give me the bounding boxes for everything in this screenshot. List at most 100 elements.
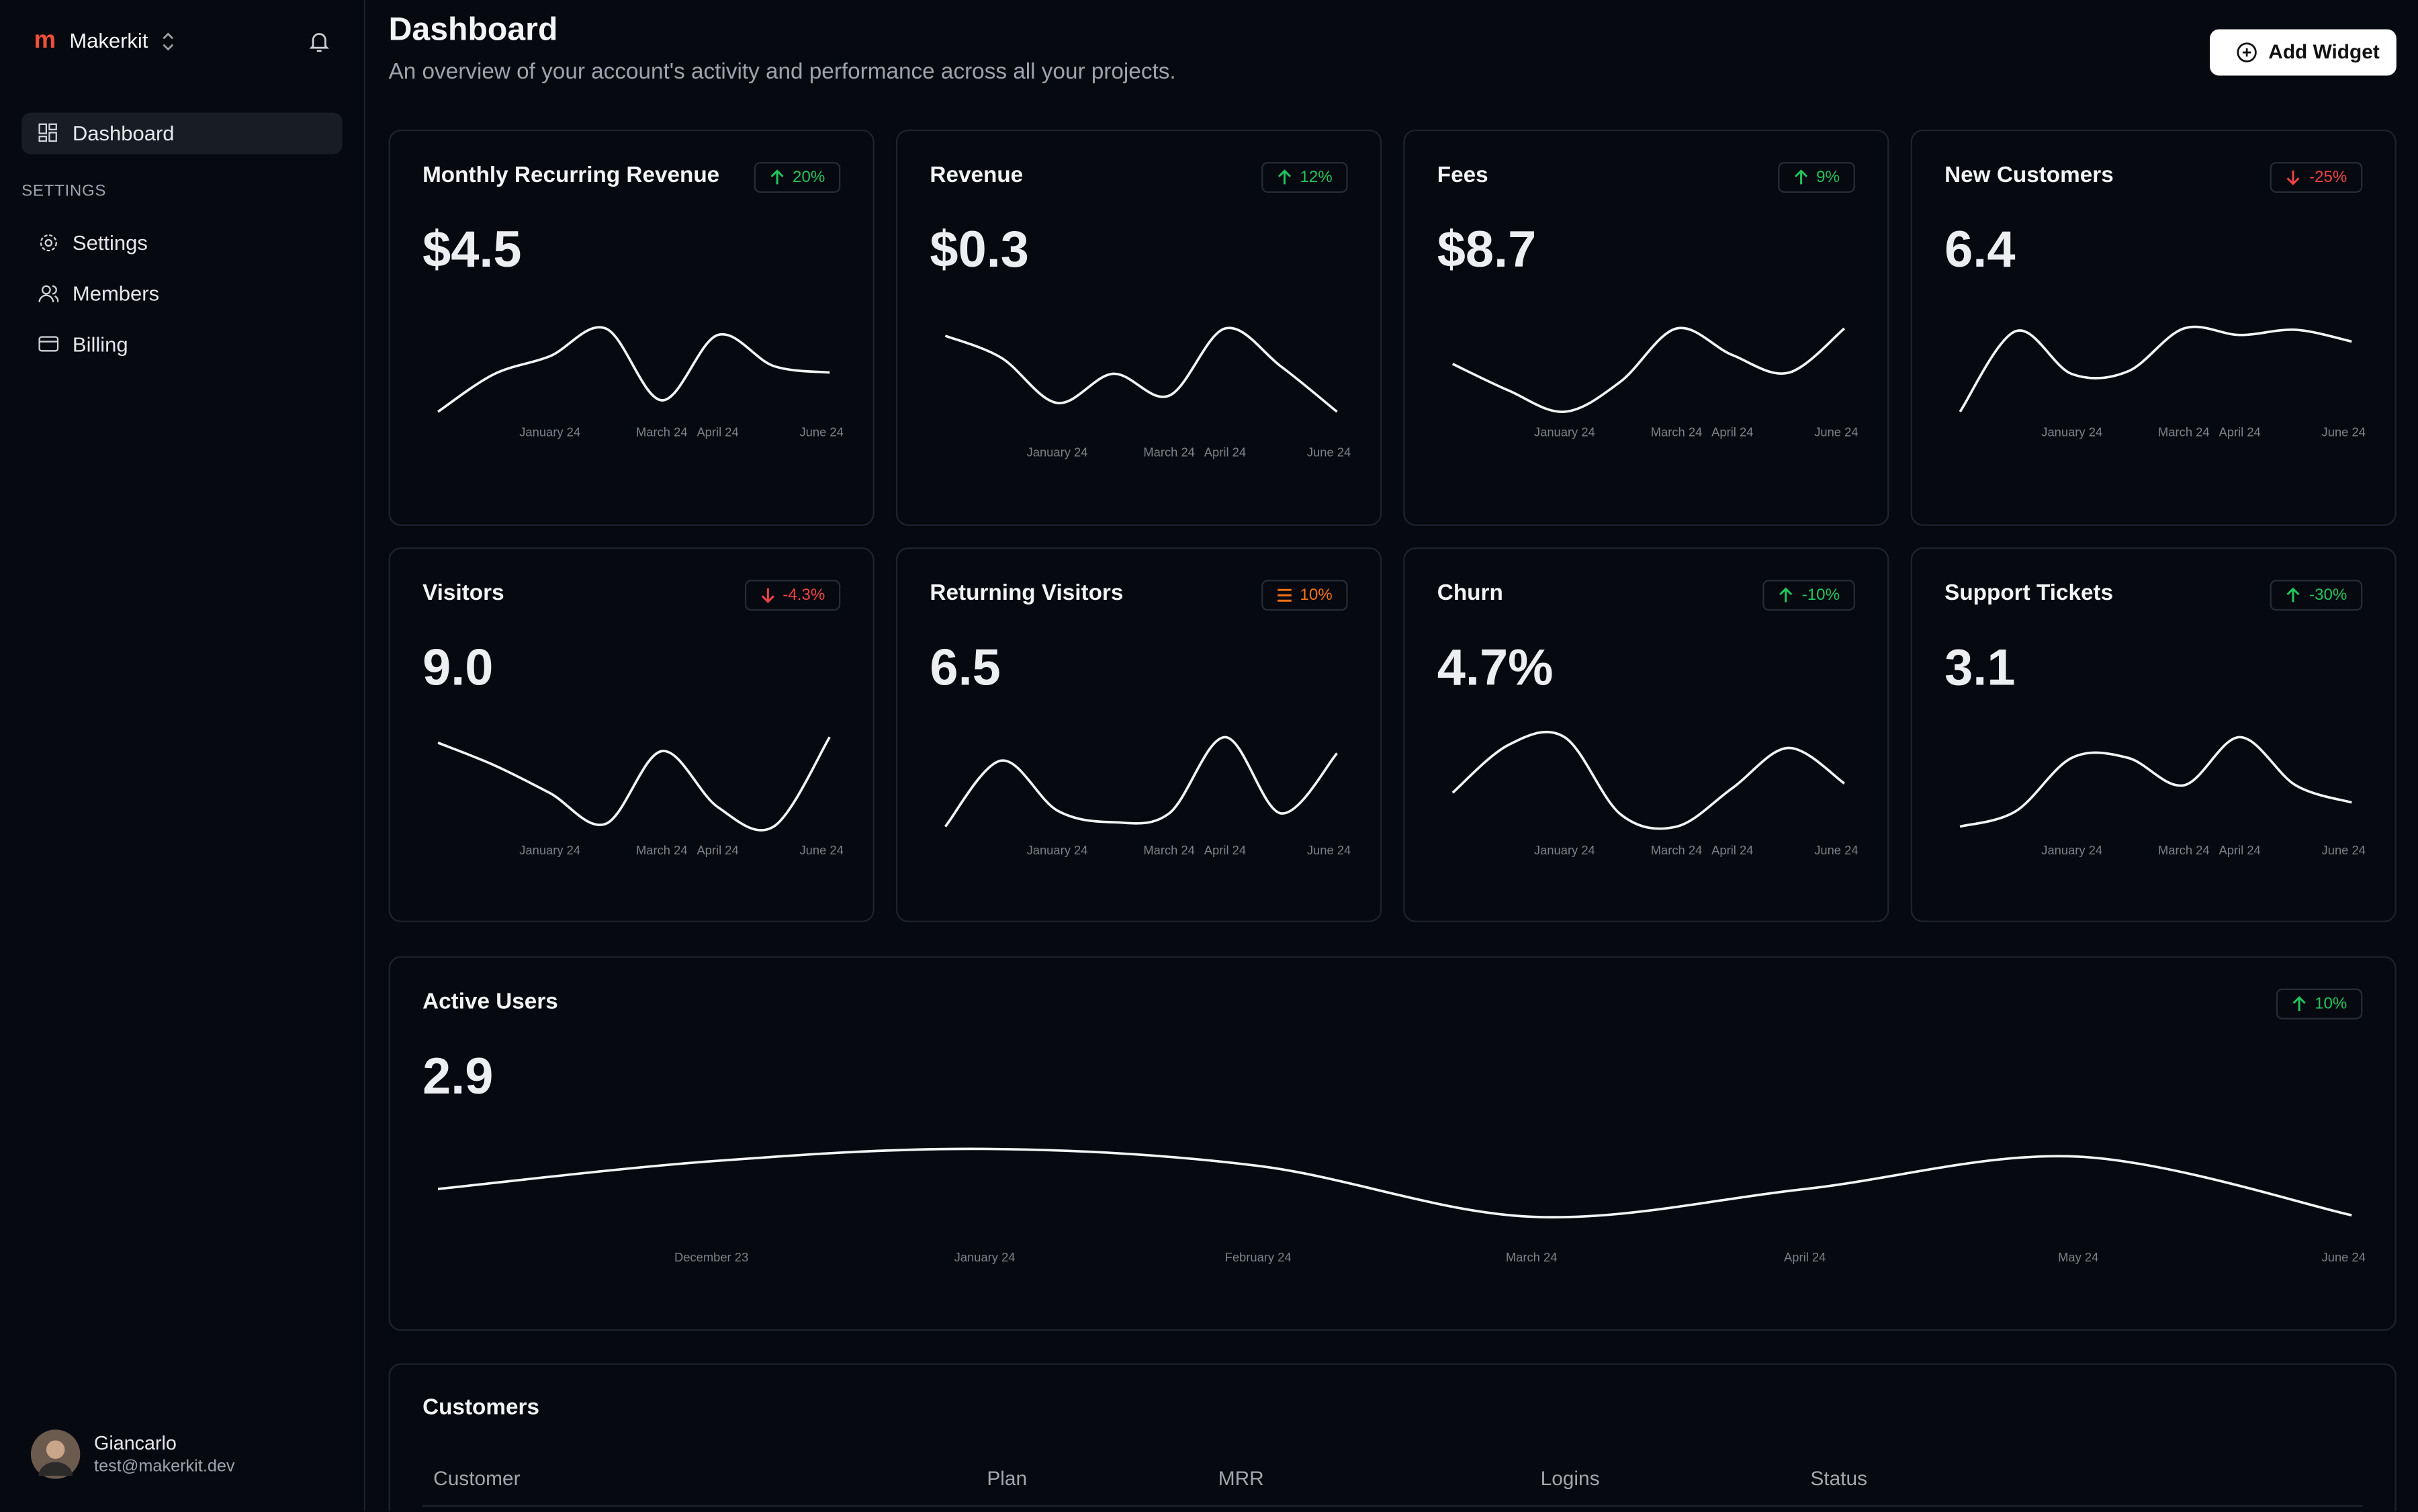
card-title: Returning Visitors xyxy=(930,581,1124,607)
column-header: Customer xyxy=(433,1466,521,1490)
x-tick-label: January 24 xyxy=(519,425,580,439)
line xyxy=(1451,326,1846,413)
sparkline: January 24 March 24 April 24 June 24 xyxy=(944,736,1351,857)
nav-label: Settings xyxy=(72,231,148,255)
line xyxy=(1959,736,2352,828)
widget-card: New Customers 6.4 -25% January 24 March 24 Ap… xyxy=(1910,129,2397,526)
trend-icon xyxy=(770,169,784,185)
column-header: Logins xyxy=(1540,1466,1600,1490)
x-tick-label: April 24 xyxy=(697,843,738,857)
trend-icon xyxy=(2287,587,2300,603)
card-value: $0.3 xyxy=(930,220,1029,278)
trend-arrow xyxy=(760,588,774,603)
x-tick-label: March 24 xyxy=(2158,425,2210,439)
x-tick-label: May 24 xyxy=(2058,1250,2098,1264)
x-tick-label: June 24 xyxy=(2322,843,2366,857)
widget-card: Active Users 2.9 10% December 23 January 24 F… xyxy=(388,956,2397,1331)
card-title: Visitors xyxy=(422,581,504,607)
widget-card: Churn 4.7% -10% January 24 March 24 April 24 J… xyxy=(1403,547,1889,922)
trend-icon xyxy=(1278,588,1292,602)
x-tick-label: June 24 xyxy=(1307,843,1351,857)
x-tick-label: April 24 xyxy=(1784,1250,1826,1264)
sparkline: December 23 January 24 February 24 March 24… xyxy=(437,1147,2366,1264)
trend-icon xyxy=(1794,169,1807,185)
line xyxy=(944,326,1338,413)
widget-card: Monthly Recurring Revenue $4.5 20% January … xyxy=(388,129,875,526)
nav-settings[interactable]: Settings xyxy=(21,222,343,264)
sparkline: January 24 March 24 April 24 June 24 xyxy=(437,736,844,857)
trend-arrow xyxy=(1278,169,1291,185)
trend-icon xyxy=(2292,995,2306,1011)
trend-badge: -30% xyxy=(2270,580,2363,611)
card-title: Revenue xyxy=(930,163,1024,189)
card-value: 9.0 xyxy=(422,638,494,696)
line xyxy=(437,1147,2352,1218)
user-name: Giancarlo xyxy=(94,1432,177,1455)
notifications[interactable] xyxy=(308,30,330,54)
card-title: Fees xyxy=(1437,163,1488,189)
trend-icon xyxy=(1780,587,1793,603)
x-tick-label: February 24 xyxy=(1225,1250,1292,1264)
x-tick-label: April 24 xyxy=(2219,425,2261,439)
brand[interactable]: Makerkit xyxy=(69,29,148,53)
card-value: $8.7 xyxy=(1437,220,1537,278)
x-tick-label: March 24 xyxy=(1651,425,1703,439)
avatar[interactable] xyxy=(30,1429,81,1479)
x-tick-label: April 24 xyxy=(2219,843,2261,857)
trend-badge: 12% xyxy=(1261,162,1348,193)
line xyxy=(1959,325,2352,413)
x-tick-label: June 24 xyxy=(800,425,844,439)
widget-card: Fees $8.7 9% January 24 March 24 April 24 June… xyxy=(1403,129,1889,526)
line xyxy=(1451,730,1845,830)
table-divider xyxy=(422,1505,2363,1507)
trend-badge: -25% xyxy=(2270,162,2363,193)
sidebar: m Makerkit Dashboard SETTINGS Settings M… xyxy=(0,0,366,1511)
trend-icon xyxy=(2287,170,2300,185)
x-tick-label: June 24 xyxy=(1814,843,1858,857)
trend-arrow xyxy=(2292,995,2306,1011)
x-tick-label: January 24 xyxy=(2041,425,2102,439)
card-title: Customers xyxy=(422,1395,539,1421)
card-title: Monthly Recurring Revenue xyxy=(422,163,720,189)
sparkline: January 24 March 24 April 24 June 24 xyxy=(944,326,1351,459)
trend-badge: 10% xyxy=(2276,988,2363,1020)
customers-card: Customers Customer Plan MRR Logins Statu… xyxy=(388,1363,2397,1511)
x-tick-label: March 24 xyxy=(1651,843,1703,857)
card-title: New Customers xyxy=(1944,163,2114,189)
x-tick-label: June 24 xyxy=(2322,425,2366,439)
trend-arrow xyxy=(770,169,784,185)
x-tick-label: January 24 xyxy=(1027,843,1088,857)
user-email: test@makerkit.dev xyxy=(94,1457,235,1476)
trend-arrow xyxy=(2287,587,2300,603)
nav-members[interactable]: Members xyxy=(21,273,343,314)
trend-arrow xyxy=(2287,170,2300,185)
x-tick-label: January 24 xyxy=(1534,843,1595,857)
card-title: Support Tickets xyxy=(1944,581,2114,607)
trend-badge: 20% xyxy=(754,162,841,193)
x-tick-label: June 24 xyxy=(1814,425,1858,439)
nav-billing[interactable]: Billing xyxy=(21,324,343,365)
line xyxy=(437,736,831,832)
card-value: 4.7% xyxy=(1437,638,1554,696)
card-title: Active Users xyxy=(422,989,558,1015)
sparkline: January 24 March 24 April 24 June 24 xyxy=(1959,325,2366,439)
x-tick-label: January 24 xyxy=(2041,843,2102,857)
nav-label: Dashboard xyxy=(72,122,175,145)
x-tick-label: April 24 xyxy=(1204,445,1246,459)
nav-dashboard[interactable]: Dashboard xyxy=(21,112,343,154)
icon xyxy=(38,336,59,352)
nav-label: Billing xyxy=(72,332,128,357)
icon xyxy=(38,285,59,303)
x-tick-label: June 24 xyxy=(800,843,844,857)
icon xyxy=(40,234,57,252)
page-subtitle: An overview of your account's activity a… xyxy=(388,60,1176,85)
add-widget-button[interactable]: Add Widget xyxy=(2210,29,2397,76)
sparkline: January 24 March 24 April 24 June 24 xyxy=(1959,736,2366,857)
column-header: Status xyxy=(1810,1466,1868,1490)
x-tick-label: December 23 xyxy=(674,1250,748,1264)
trend-badge: -4.3% xyxy=(744,580,841,611)
switcher-icon[interactable] xyxy=(161,31,176,52)
trend-arrow xyxy=(1780,587,1793,603)
